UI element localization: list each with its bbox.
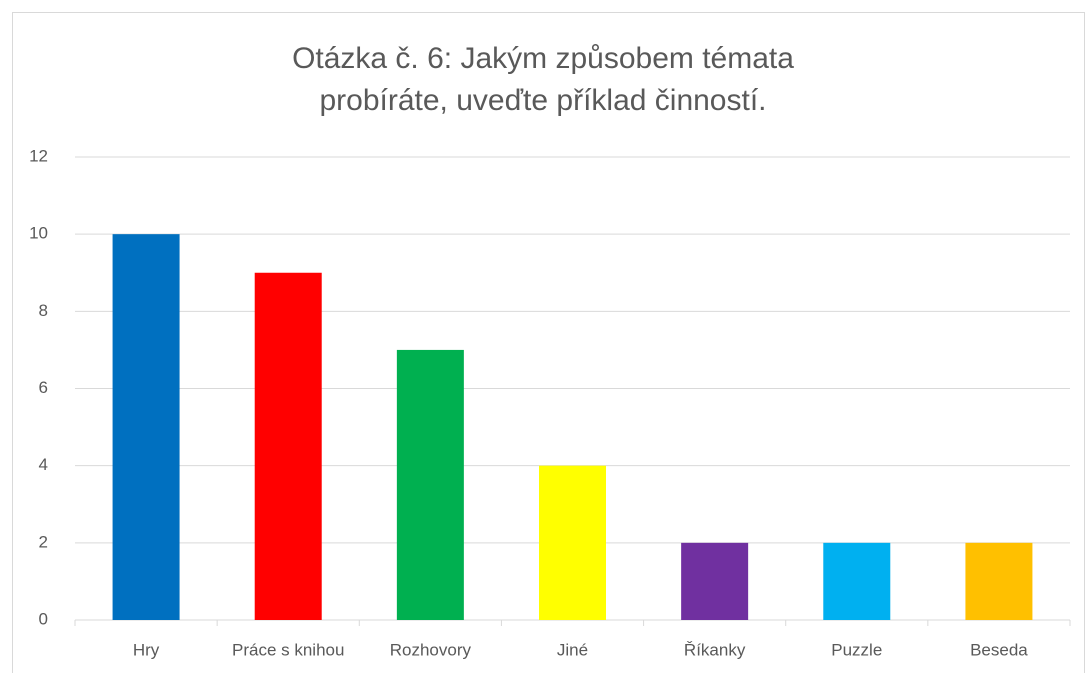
x-tick-label: Jiné — [557, 640, 588, 659]
x-tick-label: Rozhovory — [390, 640, 472, 659]
y-tick-label: 8 — [39, 301, 48, 320]
bar — [965, 542, 1033, 620]
bar — [396, 349, 464, 620]
y-tick-label: 2 — [39, 532, 48, 551]
bar — [681, 542, 749, 620]
y-tick-label: 6 — [39, 378, 48, 397]
y-tick-label: 10 — [29, 224, 48, 243]
bar — [254, 272, 322, 620]
y-tick-label: 4 — [39, 455, 48, 474]
y-tick-label: 0 — [39, 609, 48, 628]
x-tick-label: Hry — [133, 640, 160, 659]
bar — [539, 465, 606, 620]
chart-title: Otázka č. 6: Jakým způsobem témata probí… — [292, 42, 794, 117]
x-tick-label: Říkanky — [684, 640, 746, 659]
y-tick-label: 12 — [29, 146, 48, 165]
x-tick-label: Beseda — [970, 640, 1028, 659]
x-tick-label: Práce s knihou — [232, 640, 344, 659]
x-tick-label: Puzzle — [831, 640, 882, 659]
bar — [823, 542, 891, 620]
bar — [112, 234, 180, 620]
